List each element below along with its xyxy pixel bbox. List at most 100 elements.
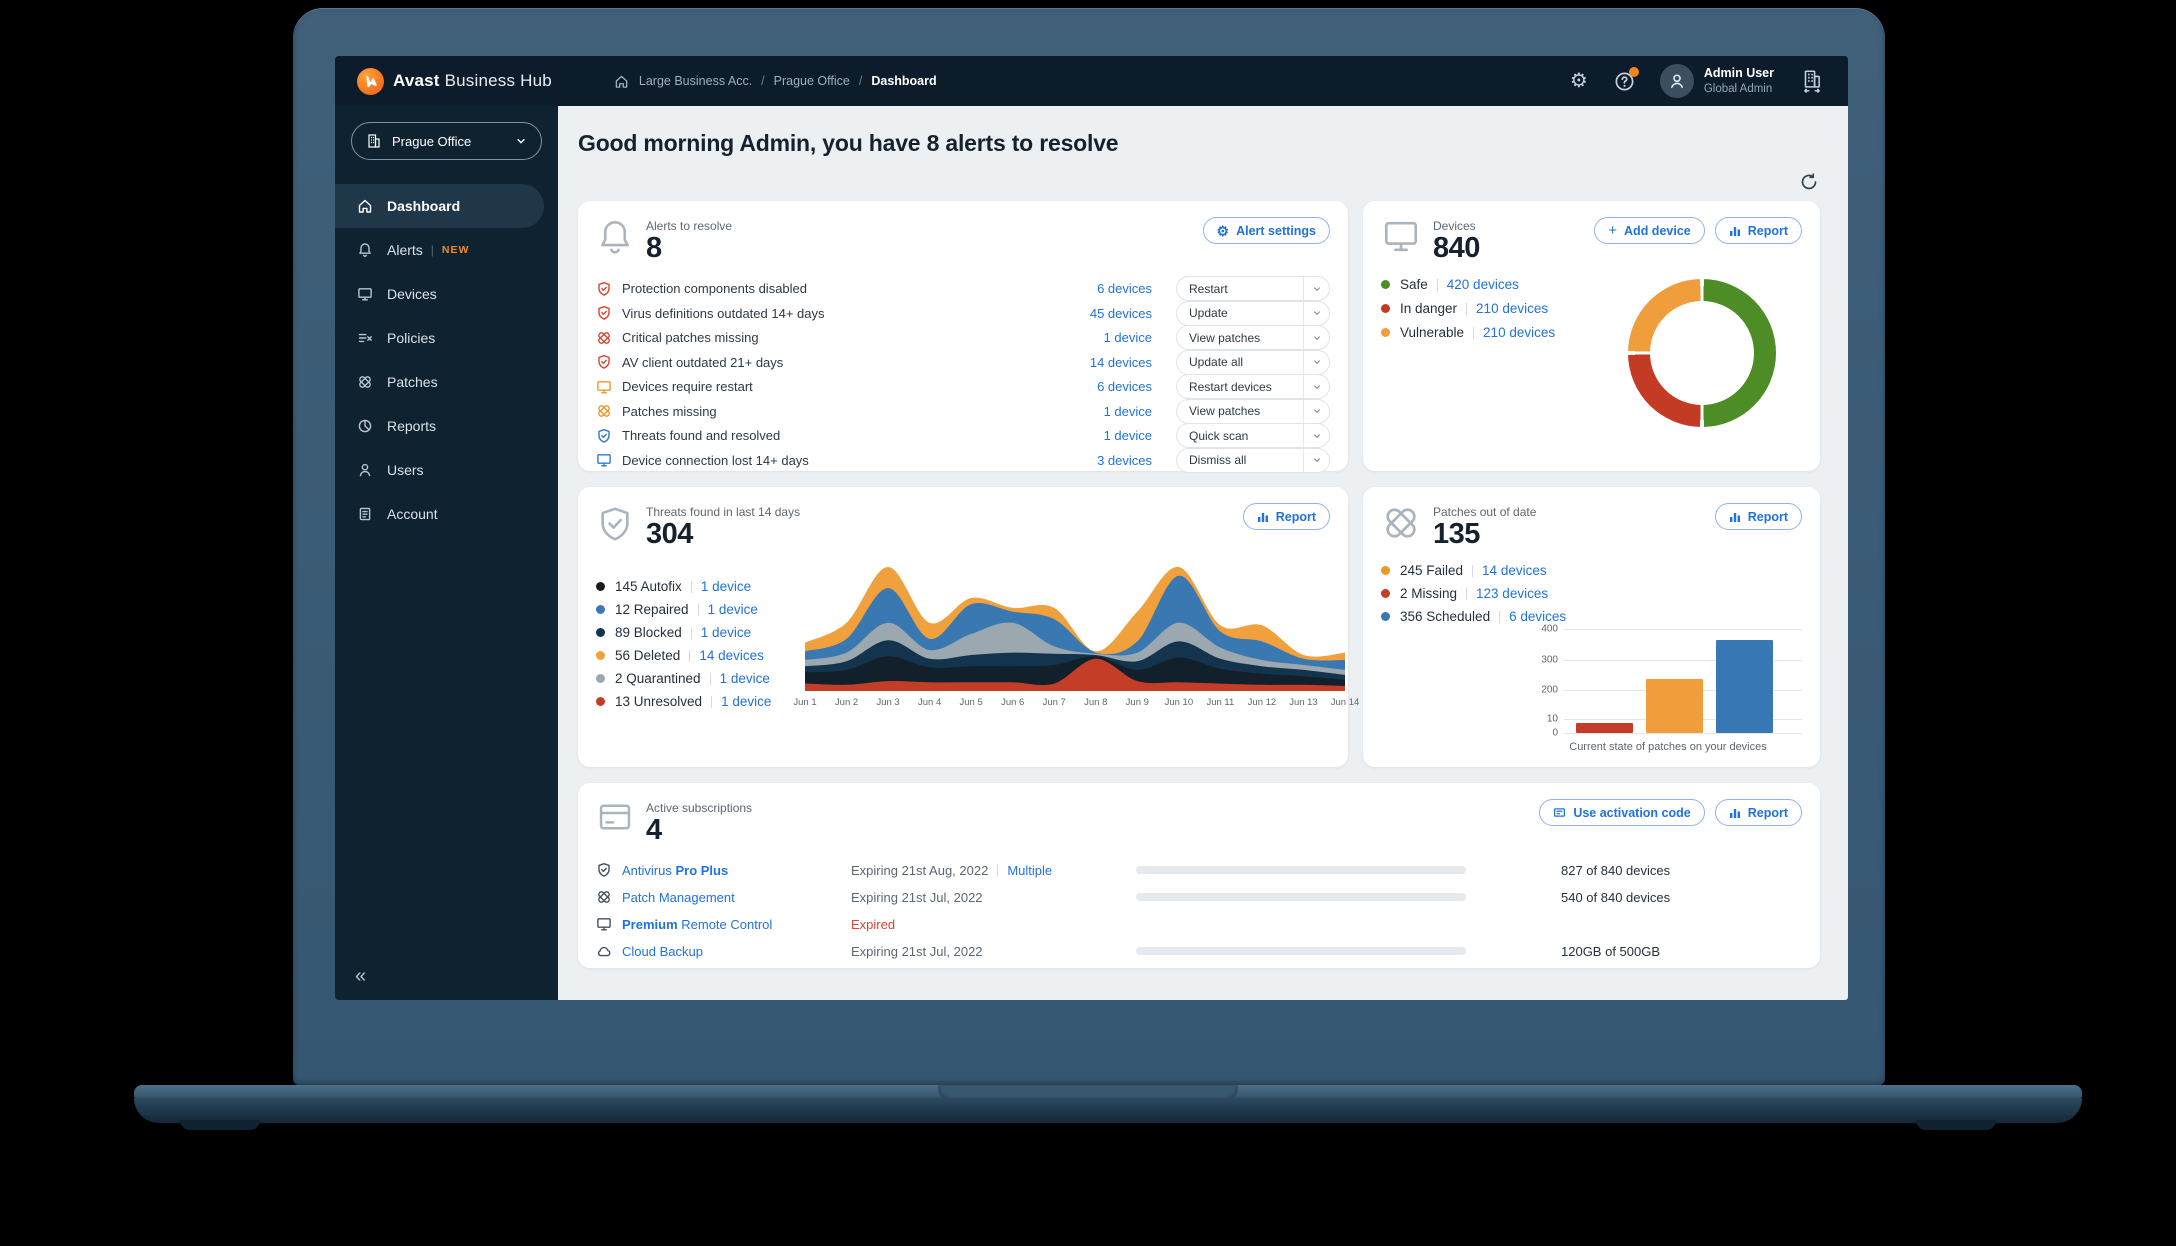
subscription-name-link[interactable]: Cloud Backup <box>596 943 851 959</box>
alert-devices-link[interactable]: 14 devices <box>1089 354 1152 370</box>
report-chart-icon <box>1257 512 1268 522</box>
chevron-down-icon <box>1303 350 1329 374</box>
legend-devices-link[interactable]: 1 device <box>721 694 772 710</box>
home-icon[interactable] <box>614 73 630 89</box>
sidebar-item-label: Devices <box>387 286 437 302</box>
legend-devices-link[interactable]: 1 device <box>707 602 758 618</box>
alert-action-select[interactable]: View patches <box>1176 398 1330 424</box>
sidebar-item-patches[interactable]: Patches <box>335 360 544 404</box>
legend-devices-link[interactable]: 210 devices <box>1476 301 1549 317</box>
legend-item: 245 Failed 14 devices <box>1381 563 1611 578</box>
devices-report-button[interactable]: Report <box>1714 217 1802 244</box>
alert-settings-button[interactable]: ⚙ Alert settings <box>1202 217 1330 244</box>
company-switcher-icon[interactable] <box>1798 67 1826 95</box>
breadcrumb-item[interactable]: Prague Office <box>773 74 850 88</box>
sidebar-item-dashboard[interactable]: Dashboard <box>335 184 544 228</box>
subscription-row: Cloud Backup Expiring 21st Jul, 2022 120GB… <box>596 942 1802 960</box>
legend-devices-link[interactable]: 14 devices <box>699 648 764 664</box>
shield-icon <box>596 503 634 545</box>
multiple-link[interactable]: Multiple <box>1007 862 1053 878</box>
gridline <box>1564 733 1802 734</box>
alert-action-select[interactable]: Update <box>1176 300 1330 326</box>
user-menu[interactable]: Admin User Global Admin <box>1659 64 1774 98</box>
site-selector[interactable]: Prague Office <box>351 122 542 160</box>
alert-row: Devices require restart 6 devices Restart … <box>596 374 1330 400</box>
main-content: Good morning Admin, you have 8 alerts to… <box>558 106 1848 1000</box>
sidebar-item-policies[interactable]: Policies <box>335 316 544 360</box>
help-icon[interactable] <box>1614 67 1639 92</box>
legend-dot <box>1381 280 1390 290</box>
legend-devices-link[interactable]: 1 device <box>719 671 770 687</box>
subscription-name-link[interactable]: Patch Management <box>596 889 851 905</box>
subscription-usage: 540 of 840 devices <box>1561 889 1671 905</box>
refresh-icon[interactable] <box>1798 171 1820 193</box>
shield-icon <box>596 305 612 321</box>
monitor-icon <box>357 286 373 302</box>
devices-card: Devices 840 + Add device Report Safe 420 d… <box>1363 201 1820 471</box>
legend-item: 2 Quarantined 1 device <box>596 671 801 686</box>
alert-devices-link[interactable]: 1 device <box>1103 403 1152 419</box>
card-title: Patches out of date <box>1433 505 1537 519</box>
legend-label: In danger <box>1400 301 1458 317</box>
svg-text:Jun 1: Jun 1 <box>793 697 816 708</box>
breadcrumb-item[interactable]: Dashboard <box>871 74 937 88</box>
avast-logo[interactable]: Avast Business Hub <box>357 67 552 95</box>
sidebar-item-devices[interactable]: Devices <box>335 272 544 316</box>
alert-devices-link[interactable]: 3 devices <box>1097 452 1152 468</box>
legend-devices-link[interactable]: 14 devices <box>1482 563 1547 579</box>
legend-devices-link[interactable]: 420 devices <box>1446 277 1519 293</box>
sidebar-item-users[interactable]: Users <box>335 448 544 492</box>
alert-action-select[interactable]: Dismiss all <box>1176 447 1330 473</box>
sidebar-item-reports[interactable]: Reports <box>335 404 544 448</box>
threats-count: 304 <box>646 518 693 550</box>
patches-report-button[interactable]: Report <box>1714 503 1802 530</box>
legend-item: 56 Deleted 14 devices <box>596 648 801 663</box>
subscription-row: Antivirus Pro Plus Expiring 21st Aug, 202… <box>596 861 1802 879</box>
alert-label: AV client outdated 21+ days <box>622 354 784 370</box>
threats-legend: 145 Autofix 1 device 12 Repaired 1 device 89… <box>596 579 801 711</box>
subscription-name-link[interactable]: Antivirus Pro Plus <box>596 862 851 878</box>
legend-devices-link[interactable]: 1 device <box>700 579 752 595</box>
legend-label: 2 Quarantined <box>615 671 701 687</box>
breadcrumb-item[interactable]: Large Business Acc. <box>638 74 753 88</box>
alert-devices-link[interactable]: 45 devices <box>1089 305 1152 321</box>
bell-icon <box>596 217 634 257</box>
legend-devices-link[interactable]: 6 devices <box>1509 609 1567 625</box>
legend-devices-link[interactable]: 210 devices <box>1483 325 1556 341</box>
alert-devices-link[interactable]: 1 device <box>1103 428 1152 444</box>
subscriptions-report-button[interactable]: Report <box>1714 799 1802 826</box>
alert-devices-link[interactable]: 6 devices <box>1097 379 1152 395</box>
svg-text:Jun 4: Jun 4 <box>918 697 941 708</box>
activation-code-icon <box>1554 808 1566 817</box>
devices-count: 840 <box>1433 232 1480 264</box>
alert-label: Threats found and resolved <box>622 428 781 444</box>
threats-report-button[interactable]: Report <box>1242 503 1330 530</box>
devices-legend: Safe 420 devices In danger 210 devices Vulne… <box>1381 277 1555 427</box>
alert-action-select[interactable]: Restart devices <box>1176 374 1330 400</box>
sidebar-item-label: Users <box>387 462 424 478</box>
legend-devices-link[interactable]: 1 device <box>700 625 752 641</box>
legend-devices-link[interactable]: 123 devices <box>1476 586 1549 602</box>
document-icon <box>357 506 373 522</box>
settings-gear-icon[interactable]: ⚙ <box>1569 70 1588 92</box>
subscription-name-link[interactable]: Premium Remote Control <box>596 916 851 932</box>
alert-devices-link[interactable]: 1 device <box>1103 330 1152 346</box>
sidebar-item-alerts[interactable]: Alerts | NEW <box>335 228 544 272</box>
laptop-base-notch <box>938 1085 1238 1102</box>
sidebar-item-account[interactable]: Account <box>335 492 544 536</box>
alert-action-select[interactable]: View patches <box>1176 325 1330 351</box>
use-activation-code-button[interactable]: Use activation code <box>1539 799 1705 826</box>
alert-action-select[interactable]: Update all <box>1176 349 1330 375</box>
chevron-down-icon <box>1303 399 1329 423</box>
alert-action-select[interactable]: Restart <box>1176 276 1330 302</box>
user-icon <box>357 462 373 478</box>
add-device-button[interactable]: + Add device <box>1594 217 1705 244</box>
chevron-down-icon <box>517 138 525 144</box>
alert-row: Patches missing 1 device View patches <box>596 398 1330 424</box>
legend-label: 356 Scheduled <box>1400 609 1491 625</box>
sidebar-collapse-button[interactable]: « <box>355 965 367 987</box>
legend-label: 89 Blocked <box>615 625 682 641</box>
cloud-icon <box>596 943 612 959</box>
alert-devices-link[interactable]: 6 devices <box>1097 281 1152 297</box>
alert-action-select[interactable]: Quick scan <box>1176 423 1330 449</box>
